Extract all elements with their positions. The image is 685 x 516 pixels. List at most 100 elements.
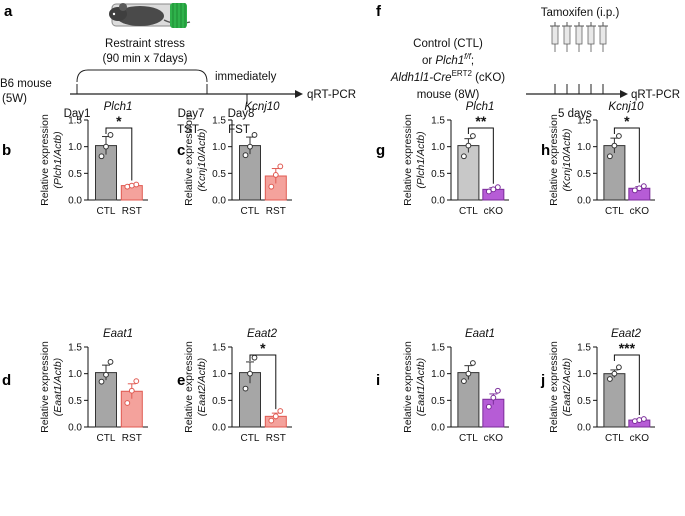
y-axis-label: Relative expression <box>402 341 414 433</box>
y-tick-label: 1.5 <box>68 116 82 127</box>
y-tick-label: 0.0 <box>68 423 82 434</box>
readout-f: qRT-PCR <box>631 89 680 101</box>
data-point <box>124 400 131 406</box>
panel-label-h: h <box>541 142 550 159</box>
chart-h: h 0.0 0.5 1.0 1.5 Kcnj10 Relative expression (K… <box>541 101 655 217</box>
data-point <box>247 143 253 150</box>
chart-title: Kcnj10 <box>608 101 644 113</box>
significance-bracket <box>249 354 277 410</box>
y-axis-label-gene: (Kcnj10/Actb) <box>561 128 573 191</box>
y-tick-label: 1.0 <box>577 369 591 380</box>
timeline-a: a Restraint stress (90 min x 7days) B6 m… <box>0 3 356 136</box>
arrow-right-icon <box>295 90 303 98</box>
x-tick-label: RST <box>122 433 142 444</box>
group-line-4: mouse (8W) <box>417 89 480 101</box>
data-point <box>631 187 638 194</box>
chart-title: Eaat2 <box>247 328 278 340</box>
y-tick-label: 0.5 <box>68 396 82 407</box>
syringe-icon <box>550 22 560 94</box>
panel-label-f: f <box>376 3 382 20</box>
data-point <box>470 133 476 139</box>
x-tick-label: RST <box>266 206 286 217</box>
data-point <box>607 376 613 382</box>
data-point <box>465 370 472 377</box>
data-point <box>465 142 472 149</box>
y-axis-label: Relative expression <box>548 341 560 433</box>
bar-ctl <box>457 145 480 201</box>
day8-test-label: FST <box>228 124 250 136</box>
significance-marker: *** <box>619 340 636 356</box>
chart-c: c 0.0 0.5 1.0 1.5 Kcnj10 Relative expression (K… <box>177 101 292 217</box>
day8-label: Day8 <box>228 108 255 120</box>
bar-ctl <box>603 145 626 201</box>
chart-title: Kcnj10 <box>244 101 280 113</box>
y-axis-label: Relative expression <box>183 114 195 206</box>
group-line-3: Aldh1l1-CreERT2 (cKO) <box>390 69 505 84</box>
data-point <box>268 183 275 190</box>
y-tick-label: 1.0 <box>68 369 82 380</box>
y-tick-label: 1.5 <box>212 116 226 127</box>
data-point <box>107 132 114 138</box>
chart-e: e 0.0 0.5 1.0 1.5 Eaat2 Relative expression (Ea… <box>177 328 292 444</box>
data-point <box>128 387 135 394</box>
syringe-icon <box>574 22 584 94</box>
y-axis-label-gene: (Eaat2/Actb) <box>561 358 573 416</box>
data-point <box>98 378 105 385</box>
readout-a: qRT-PCR <box>307 89 356 101</box>
y-tick-label: 0.0 <box>68 196 82 207</box>
x-tick-label: CTL <box>459 206 478 217</box>
data-point <box>494 387 501 394</box>
treatment-label: Tamoxifen (i.p.) <box>541 7 620 19</box>
chart-title: Eaat1 <box>103 328 133 340</box>
y-tick-label: 1.5 <box>431 343 445 354</box>
chart-i: i 0.0 0.5 1.0 1.5 Eaat1 Relative expression (Ea… <box>376 328 509 444</box>
y-tick-label: 0.5 <box>212 169 226 180</box>
bar-ctl <box>603 373 626 428</box>
y-tick-label: 1.0 <box>431 369 445 380</box>
data-point <box>616 364 622 371</box>
chart-title: Plch1 <box>104 101 133 113</box>
y-tick-label: 0.5 <box>577 396 591 407</box>
duration-label: 5 days <box>558 108 592 120</box>
syringe-icons <box>550 22 608 94</box>
data-point <box>103 143 109 150</box>
significance-marker: * <box>260 340 266 356</box>
day7-test-label: TST <box>177 124 199 136</box>
data-point <box>133 181 140 188</box>
y-tick-label: 0.0 <box>431 196 445 207</box>
panel-label-e: e <box>177 372 185 389</box>
chart-j: j 0.0 0.5 1.0 1.5 Eaat2 Relative expression (Ea… <box>540 328 655 444</box>
x-tick-label: CTL <box>605 433 624 444</box>
chart-title: Eaat2 <box>611 328 642 340</box>
day7-label: Day7 <box>178 108 205 120</box>
syringe-icon <box>598 22 608 94</box>
data-point <box>461 153 467 160</box>
data-point <box>98 153 105 160</box>
data-point <box>242 385 249 392</box>
y-tick-label: 1.0 <box>431 142 445 153</box>
panel-label-j: j <box>540 372 545 389</box>
y-tick-label: 1.5 <box>68 343 82 354</box>
data-point <box>251 132 258 138</box>
bar-ctl <box>95 372 117 428</box>
data-point <box>607 153 613 160</box>
timeline-f: f Tamoxifen (i.p.) Control (CTL) or Plch… <box>376 3 680 120</box>
day1-label: Day1 <box>64 108 91 120</box>
panel-label-g: g <box>376 142 385 159</box>
data-point <box>268 417 275 424</box>
panel-label-c: c <box>177 142 185 159</box>
x-tick-label: CTL <box>241 206 260 217</box>
y-tick-label: 0.0 <box>212 423 226 434</box>
y-tick-label: 1.0 <box>212 369 226 380</box>
panel-label-d: d <box>2 372 11 389</box>
arrow-right-icon <box>620 90 628 98</box>
y-tick-label: 0.5 <box>68 169 82 180</box>
data-point <box>485 403 492 410</box>
data-point <box>272 413 279 420</box>
mouse-strain: B6 mouse <box>0 78 52 90</box>
data-point <box>611 142 618 149</box>
y-axis-label: Relative expression <box>548 114 560 206</box>
y-tick-label: 1.5 <box>431 116 445 127</box>
